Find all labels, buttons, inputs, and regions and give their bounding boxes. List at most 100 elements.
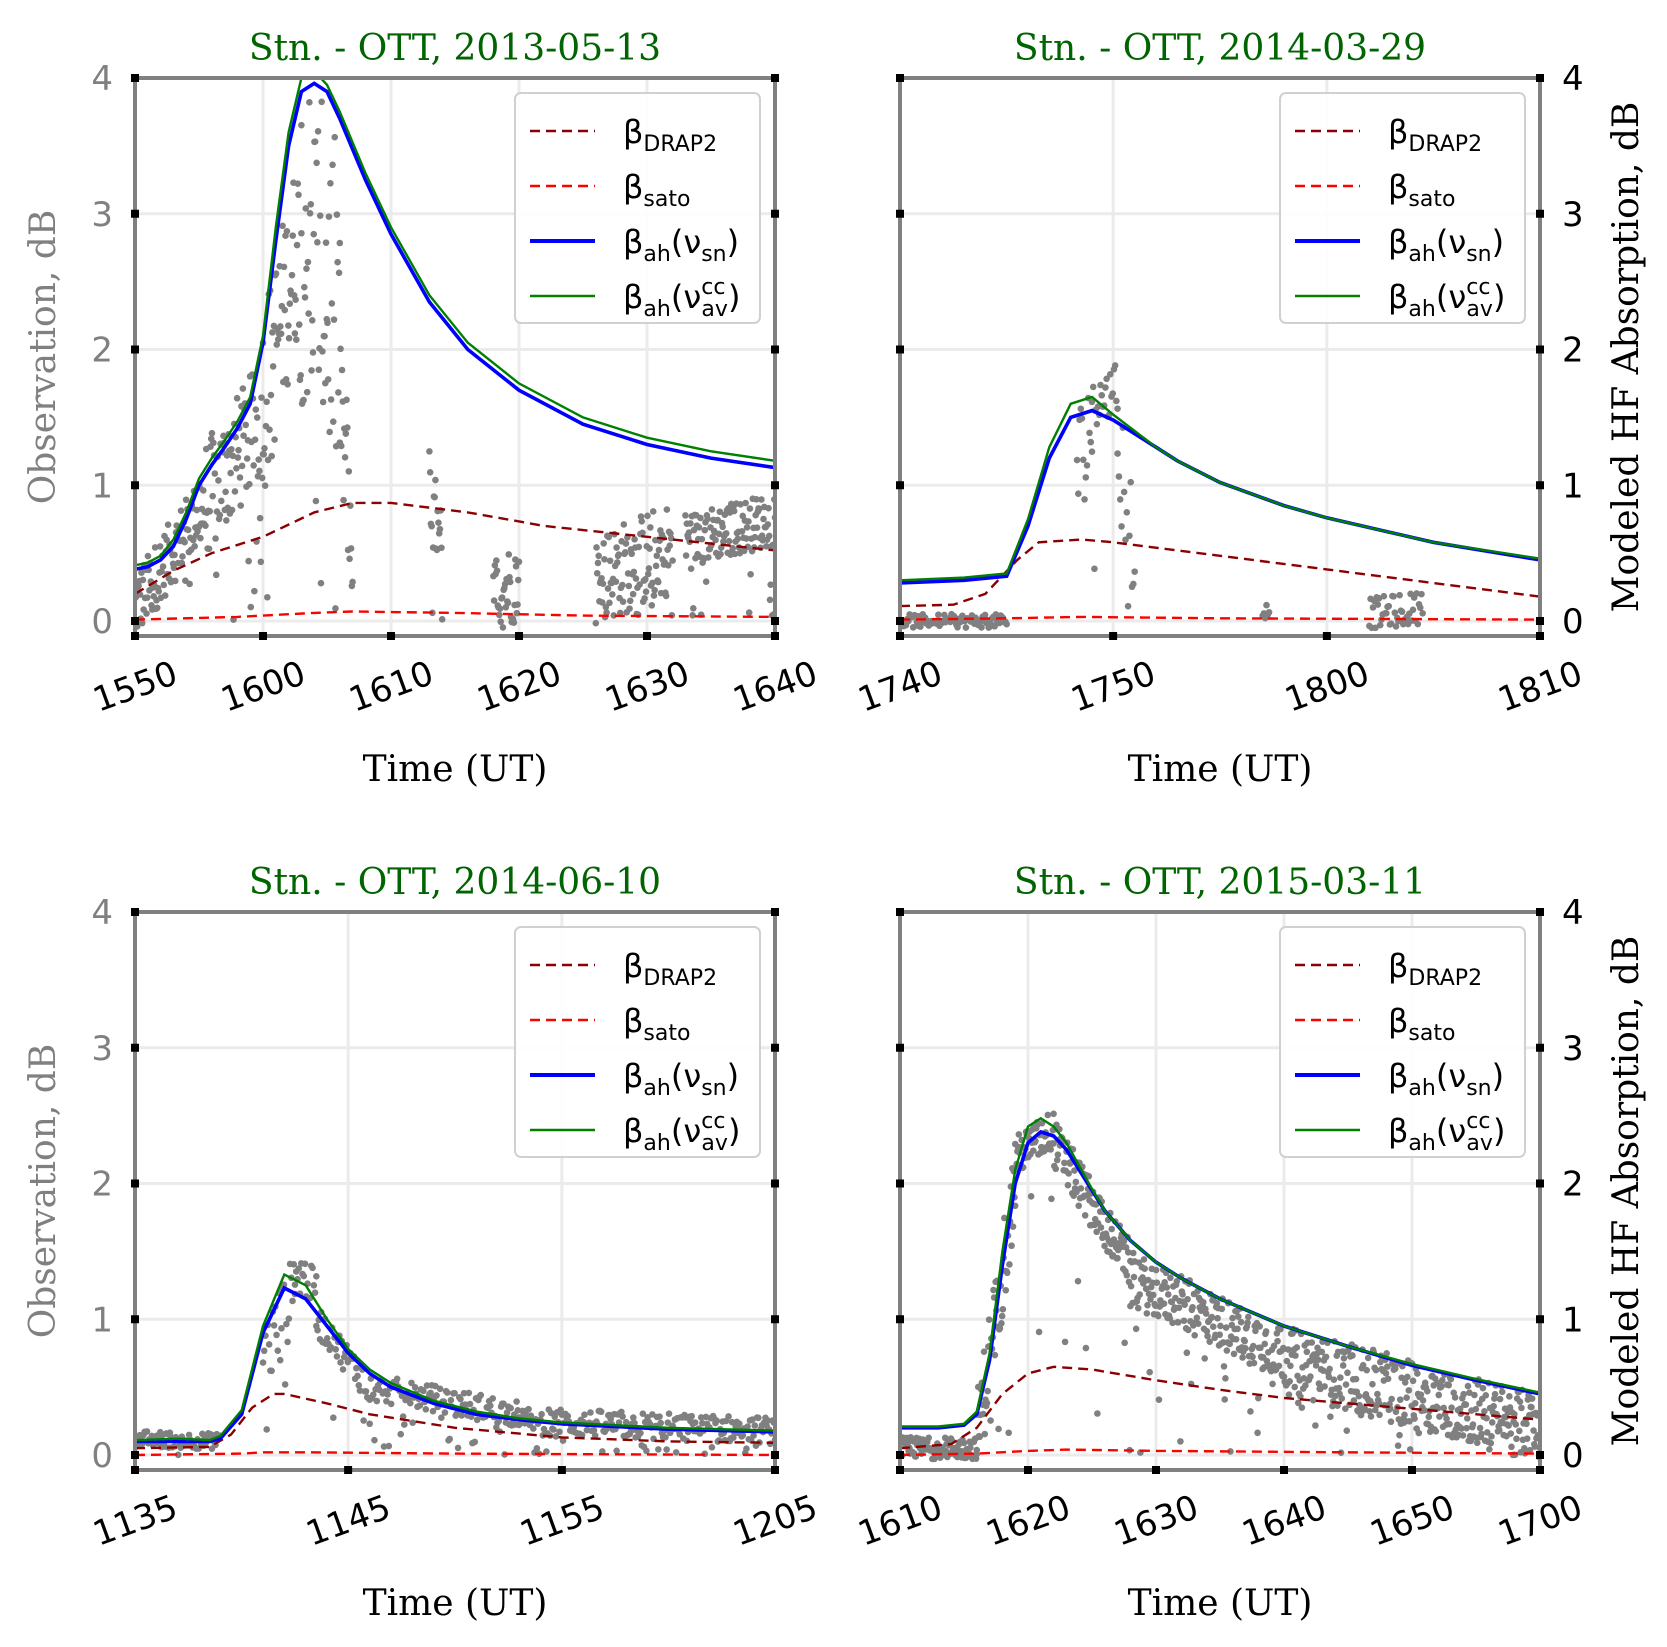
observation-point	[593, 569, 601, 577]
observation-point	[477, 1391, 485, 1399]
observation-point	[639, 529, 646, 537]
chart-panel-3: Stn. - OTT, 2014-06-10 1135 1145 1155 1205 Ti…	[23, 862, 823, 1624]
observation-point	[432, 476, 439, 484]
observation-point	[318, 98, 325, 106]
observation-point	[489, 1395, 497, 1402]
x-tick	[896, 1466, 904, 1474]
observation-point	[1463, 1415, 1471, 1422]
observation-point	[269, 329, 276, 336]
observation-point	[1160, 1300, 1168, 1307]
observation-point	[328, 300, 336, 307]
y-tick-label-left: 0	[91, 1436, 113, 1476]
observation-point	[1380, 592, 1388, 600]
observation-point	[261, 482, 269, 489]
observation-point	[1448, 1404, 1455, 1412]
legend-box	[1279, 92, 1526, 324]
observation-point	[514, 576, 522, 584]
observation-point	[1302, 1382, 1309, 1389]
observation-point	[1123, 1271, 1131, 1279]
observation-point	[646, 545, 653, 552]
observation-point	[1237, 1318, 1245, 1326]
observation-point	[1418, 590, 1425, 598]
observation-point	[312, 497, 320, 505]
observation-point	[689, 612, 696, 619]
observation-point	[765, 504, 772, 512]
series-line-ah_cc	[135, 78, 775, 567]
observation-point	[153, 604, 161, 612]
observation-point	[314, 238, 321, 246]
observation-point	[308, 367, 315, 374]
observation-point	[334, 258, 341, 266]
observation-point	[1179, 1291, 1186, 1298]
observation-point	[285, 1315, 293, 1322]
observation-point	[1464, 1382, 1472, 1390]
series-lines	[900, 1116, 1540, 1457]
observation-point	[613, 544, 620, 551]
y-tick-right	[771, 1043, 779, 1052]
observation-point	[258, 474, 266, 482]
observation-point	[590, 1427, 598, 1434]
observation-point	[427, 1389, 434, 1397]
observation-point	[1387, 620, 1395, 627]
x-tick-label: 1155	[515, 1487, 610, 1554]
observation-point	[991, 1351, 999, 1359]
observation-point	[1523, 1420, 1530, 1428]
observation-point	[1313, 1350, 1321, 1358]
observation-point	[426, 448, 433, 455]
observation-point	[1116, 496, 1124, 503]
observation-point	[1414, 1370, 1421, 1377]
observation-point	[1459, 1432, 1467, 1439]
observation-point	[1226, 1340, 1234, 1348]
observation-point	[1035, 1328, 1043, 1336]
observation-point	[1155, 1396, 1163, 1403]
observation-point	[622, 1418, 630, 1426]
observation-point	[495, 611, 503, 619]
observation-point	[495, 1417, 502, 1425]
observation-point	[603, 609, 610, 616]
observation-point	[1093, 420, 1101, 428]
x-tick-label: 1640	[1237, 1487, 1332, 1554]
observation-point	[1359, 1361, 1367, 1369]
observation-point	[662, 592, 670, 600]
observation-point	[1372, 624, 1379, 632]
observation-point	[766, 596, 774, 604]
observation-point	[1435, 1391, 1443, 1399]
observation-point	[333, 1353, 341, 1360]
observation-point	[186, 580, 193, 588]
observation-point	[247, 603, 255, 611]
y-tick-left	[131, 74, 139, 82]
observation-point	[1167, 1274, 1174, 1282]
observation-point	[1123, 509, 1131, 516]
observation-point	[1488, 1419, 1496, 1426]
observation-point	[601, 555, 608, 563]
observation-point	[409, 1419, 416, 1427]
chart-panel-1: Stn. - OTT, 2013-05-13 1550 1600 1610 1620 16…	[23, 28, 823, 790]
observation-point	[1050, 1110, 1057, 1118]
observation-point	[1334, 1402, 1341, 1410]
observation-point	[1363, 1366, 1371, 1374]
observation-point	[1516, 1427, 1523, 1435]
y-tick-left	[896, 1315, 904, 1324]
observation-point	[496, 605, 504, 612]
observation-point	[688, 1412, 695, 1420]
observation-point	[685, 529, 693, 536]
observation-point	[1314, 1356, 1322, 1364]
observation-point	[1152, 1266, 1160, 1274]
observation-point	[210, 439, 217, 447]
legend-box	[1279, 926, 1526, 1158]
x-axis-label: Time (UT)	[363, 1583, 548, 1624]
observation-point	[265, 1341, 273, 1348]
observation-point	[256, 514, 264, 522]
legend-label-drap2: βDRAP2	[623, 947, 717, 991]
observation-point	[1390, 593, 1397, 600]
observation-point	[1077, 1185, 1085, 1192]
observation-point	[954, 623, 961, 631]
observation-point	[632, 575, 640, 582]
observation-point	[458, 1412, 465, 1419]
observation-point	[1409, 606, 1417, 614]
observation-point	[227, 469, 234, 477]
observation-point	[1490, 1402, 1497, 1410]
observation-point	[538, 1410, 545, 1418]
observation-point	[171, 551, 178, 559]
observation-point	[739, 1432, 747, 1439]
